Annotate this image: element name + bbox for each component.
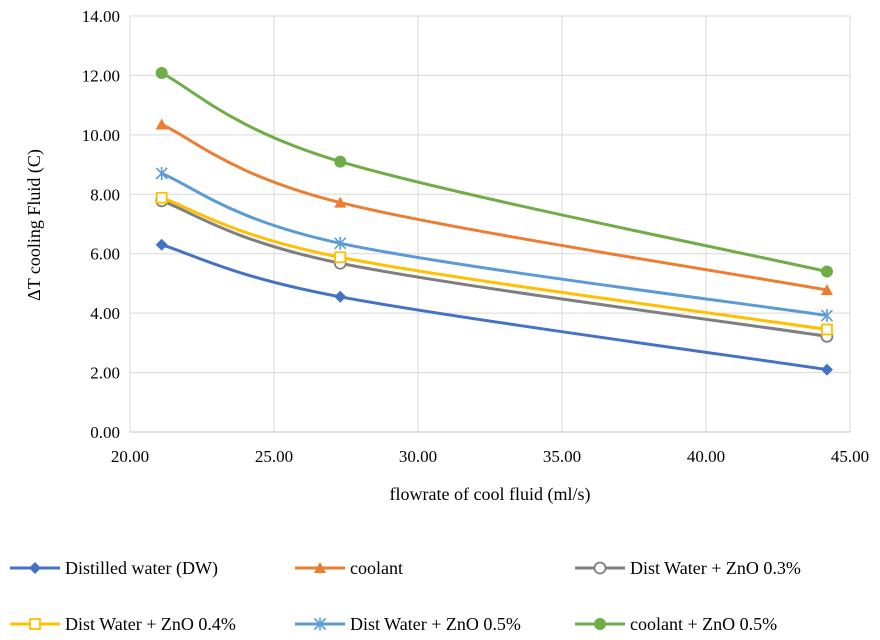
legend-label: Distilled water (DW) [65,558,218,579]
legend-item: Dist Water + ZnO 0.5% [295,614,521,634]
series-4 [155,191,833,336]
data-point [820,265,833,278]
series-6 [155,67,833,278]
x-tick-label: 20.00 [111,447,149,466]
legend-label: Dist Water + ZnO 0.4% [65,614,236,634]
legend-item: coolant [295,558,403,578]
x-axis-title: flowrate of cool fluid (ml/s) [390,484,591,505]
data-point [155,191,168,204]
y-axis-title: ΔT cooling Fluid (C) [24,149,45,301]
data-point [155,238,168,251]
series-line [161,71,828,274]
y-tick-label: 4.00 [90,304,120,323]
legend-item: Dist Water + ZnO 0.4% [10,614,236,634]
y-tick-label: 14.00 [82,7,120,26]
legend-item: Distilled water (DW) [10,558,218,579]
data-point [334,251,347,264]
series-5 [155,166,834,323]
series-layer [155,67,834,376]
series-line [161,243,828,372]
legend-label: coolant + ZnO 0.5% [630,614,777,634]
legend: Distilled water (DW) coolant Dist Water + … [10,558,801,634]
tick-labels: 0.00 2.00 4.00 6.00 8.00 10.00 12.00 14.00 20.00… [82,7,869,466]
data-point [820,283,833,295]
data-point [155,67,168,80]
x-tick-label: 40.00 [687,447,725,466]
legend-item: coolant + ZnO 0.5% [575,614,777,634]
x-tick-label: 45.00 [831,447,869,466]
series-line [161,172,828,318]
data-point [821,323,833,336]
x-tick-label: 35.00 [543,447,581,466]
data-point [334,196,347,208]
data-point [334,236,347,250]
legend-marker [314,562,326,573]
legend-marker [29,618,41,630]
series-line [161,123,828,292]
y-tick-label: 2.00 [90,364,120,383]
y-tick-label: 10.00 [82,126,120,145]
legend-label: Dist Water + ZnO 0.5% [350,614,521,634]
data-point [155,118,168,130]
legend-marker [593,561,607,575]
series-2 [155,118,833,295]
series-line [161,196,828,331]
data-point [155,166,168,180]
series-line [161,199,828,338]
data-point [820,363,833,376]
y-tick-label: 0.00 [90,423,120,442]
data-point [334,155,347,168]
legend-marker [313,617,327,631]
y-tick-label: 6.00 [90,245,120,264]
legend-item: Dist Water + ZnO 0.3% [575,558,801,578]
x-tick-label: 25.00 [255,447,293,466]
legend-marker [594,618,606,630]
x-tick-label: 30.00 [399,447,437,466]
y-tick-label: 8.00 [90,185,120,204]
data-point [334,290,347,303]
series-1 [155,238,833,376]
gridlines [129,15,851,433]
y-tick-label: 12.00 [82,66,120,85]
data-point [820,309,834,323]
legend-label: Dist Water + ZnO 0.3% [630,558,801,578]
legend-label: coolant [350,558,403,578]
legend-marker [29,562,41,574]
